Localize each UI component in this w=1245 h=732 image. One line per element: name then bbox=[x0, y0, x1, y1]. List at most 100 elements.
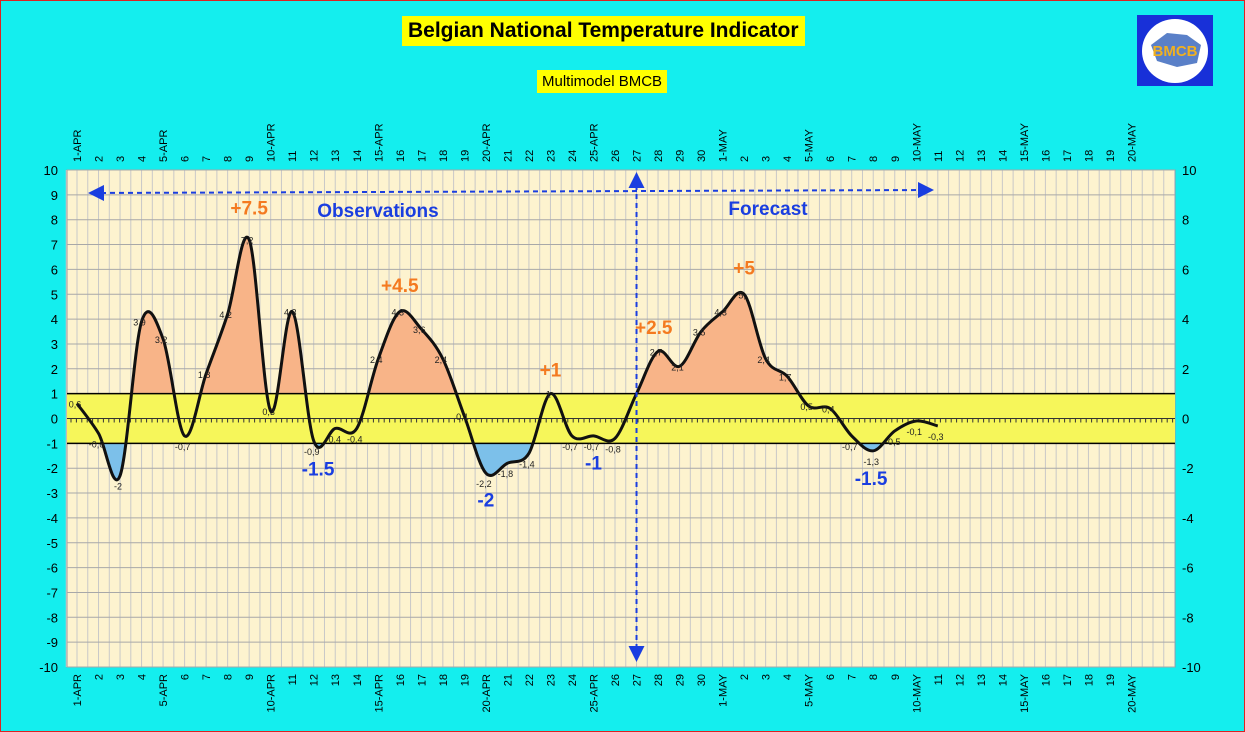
y-tick-left: -3 bbox=[46, 486, 58, 501]
y-tick-right: -4 bbox=[1182, 511, 1194, 526]
x-tick-top: 15-APR bbox=[373, 123, 385, 162]
data-label: -0,7 bbox=[562, 442, 578, 452]
x-tick-bottom: 11 bbox=[287, 674, 299, 685]
x-tick-top: 11 bbox=[933, 151, 945, 162]
x-tick-bottom: 17 bbox=[416, 674, 428, 686]
data-label: 1,7 bbox=[779, 372, 792, 382]
x-tick-bottom: 5-MAY bbox=[804, 673, 816, 706]
y-tick-left: -4 bbox=[46, 511, 58, 526]
x-tick-top: 18 bbox=[438, 150, 450, 162]
y-tick-left: -2 bbox=[46, 461, 58, 476]
data-label: 2,1 bbox=[671, 362, 684, 372]
y-tick-left: -6 bbox=[46, 561, 58, 576]
x-tick-top: 4 bbox=[137, 156, 149, 162]
x-tick-top: 6 bbox=[180, 156, 192, 162]
y-tick-left: -5 bbox=[46, 536, 58, 551]
data-label: 0,5 bbox=[800, 402, 813, 412]
x-tick-bottom: 14 bbox=[352, 674, 364, 686]
y-tick-left: 1 bbox=[51, 387, 58, 402]
x-tick-top: 19 bbox=[1105, 150, 1117, 162]
data-label: -0,7 bbox=[584, 442, 600, 452]
y-tick-left: 2 bbox=[51, 362, 58, 377]
warm-anomaly-fill bbox=[131, 237, 799, 394]
data-label: 3,6 bbox=[413, 325, 426, 335]
x-tick-bottom: 14 bbox=[997, 674, 1009, 686]
cold-anomaly-fill bbox=[102, 443, 884, 480]
x-tick-bottom: 2 bbox=[94, 674, 106, 680]
y-tick-left: 9 bbox=[51, 188, 58, 203]
x-tick-bottom: 15-APR bbox=[373, 674, 385, 713]
data-label: -0,5 bbox=[885, 437, 901, 447]
x-tick-top: 19 bbox=[459, 150, 471, 162]
y-tick-left: 8 bbox=[51, 213, 58, 228]
x-tick-top: 8 bbox=[868, 156, 880, 162]
anomaly-annotation: +2.5 bbox=[635, 318, 673, 339]
x-tick-top: 28 bbox=[653, 150, 665, 162]
anomaly-annotation: +1 bbox=[540, 360, 562, 381]
x-tick-top: 18 bbox=[1083, 150, 1095, 162]
svg-text:BMCB: BMCB bbox=[1153, 43, 1198, 60]
x-tick-top: 26 bbox=[610, 150, 622, 162]
x-tick-bottom: 13 bbox=[330, 674, 342, 686]
y-tick-left: -10 bbox=[39, 660, 58, 675]
x-tick-bottom: 27 bbox=[632, 674, 644, 686]
data-label: 2,7 bbox=[650, 347, 663, 357]
x-tick-top: 16 bbox=[1040, 150, 1052, 162]
data-label: 5, bbox=[738, 290, 746, 300]
y-tick-right: 2 bbox=[1182, 362, 1189, 377]
data-label: -0,1 bbox=[907, 427, 923, 437]
data-label: -1,4 bbox=[519, 459, 535, 469]
x-tick-bottom: 16 bbox=[395, 674, 407, 686]
x-tick-bottom: 7 bbox=[201, 674, 213, 680]
data-label: -0,8 bbox=[605, 444, 621, 454]
data-label: 1,8 bbox=[198, 370, 211, 380]
x-tick-bottom: 18 bbox=[1083, 674, 1095, 686]
logo-graphic: BMCB bbox=[1142, 19, 1208, 83]
x-tick-top: 3 bbox=[115, 156, 127, 162]
x-tick-bottom: 6 bbox=[825, 674, 837, 680]
data-label: 0,1 bbox=[456, 412, 469, 422]
chart-title: Belgian National Temperature Indicator bbox=[402, 16, 805, 46]
anomaly-annotation: -1.5 bbox=[855, 469, 888, 490]
x-tick-top: 14 bbox=[352, 150, 364, 162]
y-tick-right: 8 bbox=[1182, 213, 1189, 228]
anomaly-annotation: -1 bbox=[585, 454, 602, 475]
data-label: 2,4 bbox=[370, 355, 383, 365]
data-label: 0,4 bbox=[822, 405, 835, 415]
y-tick-left: -7 bbox=[46, 585, 58, 600]
y-tick-right: -8 bbox=[1182, 610, 1194, 625]
x-tick-bottom: 12 bbox=[309, 674, 321, 686]
bmcb-logo: BMCB bbox=[1137, 15, 1213, 86]
data-label: -1,3 bbox=[863, 457, 879, 467]
x-tick-top: 25-APR bbox=[588, 123, 600, 162]
x-tick-top: 7 bbox=[847, 156, 859, 162]
y-tick-left: 7 bbox=[51, 238, 58, 253]
x-tick-top: 27 bbox=[632, 150, 644, 162]
x-tick-bottom: 20-APR bbox=[481, 674, 493, 713]
data-label: -0,6 bbox=[89, 439, 105, 449]
x-tick-top: 16 bbox=[395, 150, 407, 162]
data-label: 3,9 bbox=[133, 318, 146, 328]
data-label: 2,4 bbox=[435, 355, 448, 365]
x-tick-bottom: 4 bbox=[137, 674, 149, 680]
y-tick-left: 10 bbox=[44, 163, 58, 178]
anomaly-annotation: -2 bbox=[477, 491, 494, 512]
y-tick-left: 0 bbox=[51, 412, 58, 427]
y-tick-right: 6 bbox=[1182, 262, 1189, 277]
data-label: -1,8 bbox=[498, 469, 514, 479]
x-tick-bottom: 24 bbox=[567, 674, 579, 686]
data-label: 4,3 bbox=[714, 308, 727, 318]
observations-label: Observations bbox=[317, 201, 438, 222]
y-tick-right: 4 bbox=[1182, 312, 1189, 327]
x-tick-top: 24 bbox=[567, 150, 579, 162]
data-label: 1 bbox=[546, 390, 551, 400]
x-tick-top: 2 bbox=[739, 156, 751, 162]
x-tick-top: 10-APR bbox=[266, 123, 278, 162]
data-label: 0,6 bbox=[69, 400, 82, 410]
data-label: 7,2 bbox=[241, 236, 254, 246]
x-tick-bottom: 29 bbox=[675, 674, 687, 686]
y-tick-left: 3 bbox=[51, 337, 58, 352]
x-tick-bottom: 7 bbox=[847, 674, 859, 680]
x-tick-bottom: 10-MAY bbox=[911, 673, 923, 713]
y-tick-left: 4 bbox=[51, 312, 58, 327]
